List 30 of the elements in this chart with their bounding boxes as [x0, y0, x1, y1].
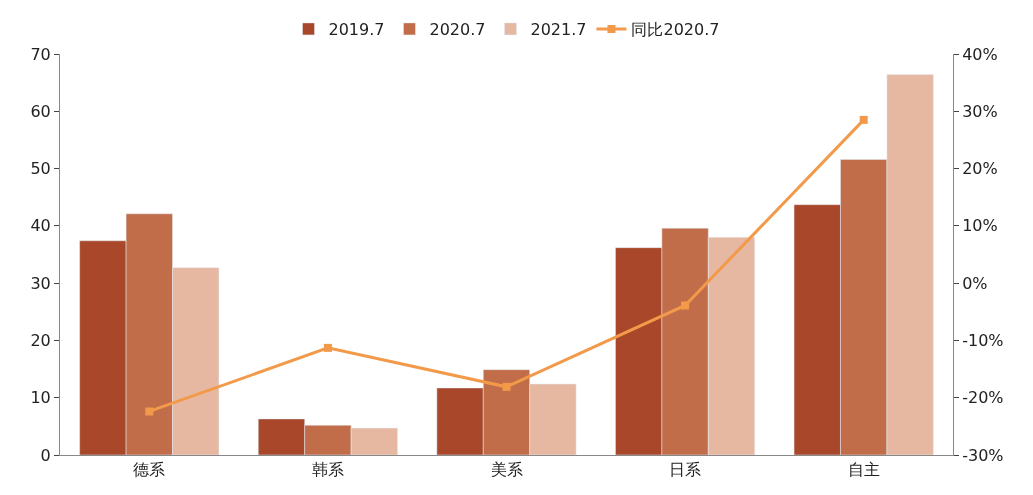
point	[681, 301, 690, 310]
point	[323, 343, 332, 352]
y-tick-label: 50	[30, 159, 51, 179]
y-tick-label: 0	[40, 445, 51, 465]
legend-label: 2021.7	[530, 20, 587, 40]
x-tick-label: 韩系	[311, 460, 344, 480]
x-tick-label: 自主	[847, 460, 880, 480]
x-tick-label: 德系	[133, 460, 166, 480]
y-tick-label: 40	[30, 216, 51, 236]
y2-tick-label: 20%	[962, 159, 998, 179]
legend-label: 2019.7	[328, 20, 385, 40]
point	[859, 115, 868, 124]
y-tick-label: 70	[30, 44, 51, 64]
y2-tick-label: -10%	[962, 331, 1004, 351]
y-tick-label: 20	[30, 331, 51, 351]
point	[145, 407, 154, 416]
y2-tick-label: 10%	[962, 216, 998, 236]
y-tick-label: 60	[30, 101, 51, 121]
x-tick-label: 美系	[490, 460, 523, 480]
x-tick-label: 日系	[669, 460, 702, 480]
legend-label: 同比2020.7	[631, 20, 720, 40]
y2-tick-label: -30%	[962, 445, 1004, 465]
y-tick-label: 10	[30, 388, 51, 408]
point	[502, 382, 511, 391]
y2-tick-label: 40%	[962, 44, 998, 64]
y2-tick-label: -20%	[962, 388, 1004, 408]
y2-tick-label: 30%	[962, 101, 998, 121]
legend-label: 2020.7	[429, 20, 486, 40]
y-tick-label: 30	[30, 273, 51, 293]
y2-tick-label: 0%	[962, 273, 988, 293]
